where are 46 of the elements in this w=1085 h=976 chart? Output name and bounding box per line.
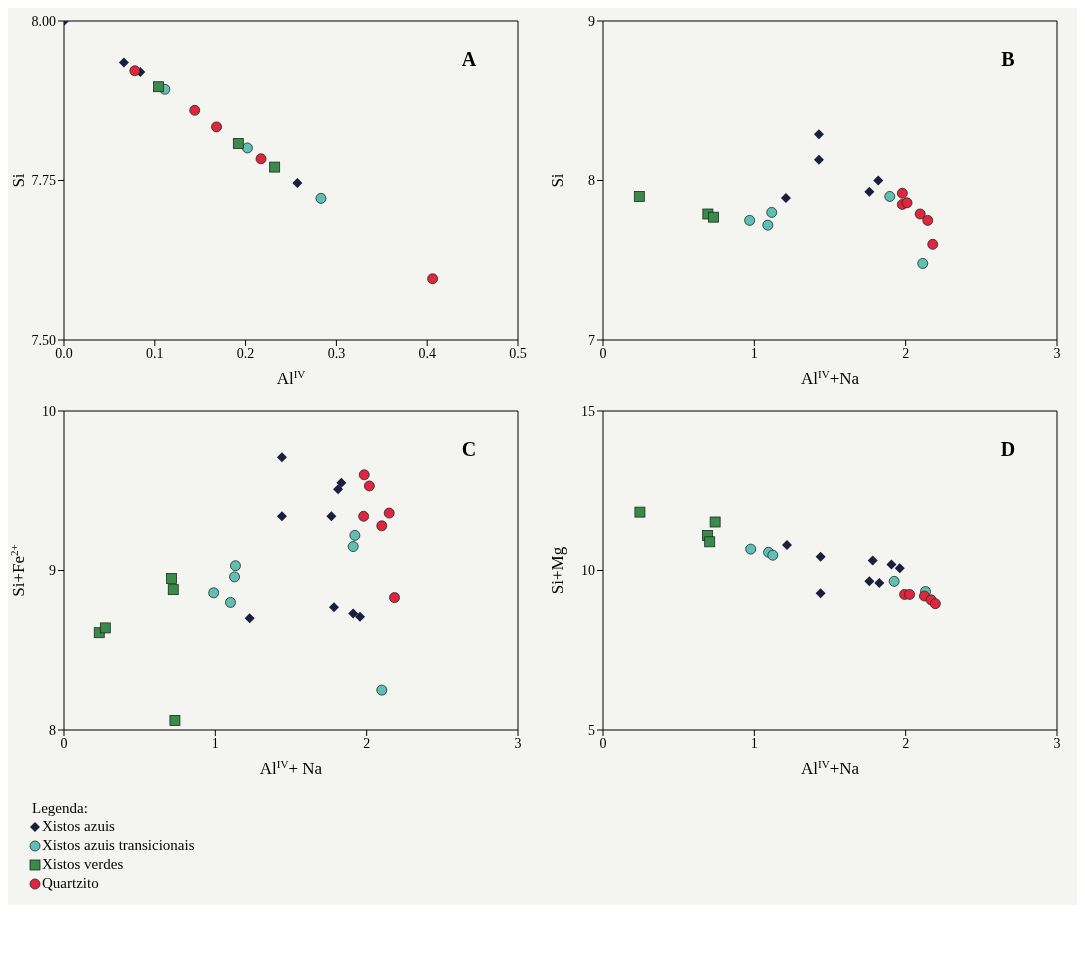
x-tick-label: 0.5 [509,345,527,361]
x-tick-label: 1 [211,735,219,751]
legend-label: Xistos azuis transicionais [42,837,195,853]
x-axis-title: Al$^{IV}$ [276,368,306,388]
legend-title: Legenda: [32,800,88,816]
y-axis-title: Si+Mg [548,546,567,595]
x-tick-label: 2 [902,345,910,361]
y-tick-label: 10 [42,403,56,419]
text: D [1000,438,1016,460]
y-tick-label: 9 [588,13,595,29]
y-tick-label: 8 [588,173,595,189]
y-tick-label: 5 [588,722,595,738]
x-tick-label: 0 [599,735,607,751]
y-tick-label: 7.50 [31,332,56,348]
text: C [461,438,477,460]
legend-label: Quartzito [42,875,99,891]
x-tick-label: 3 [1053,735,1061,751]
x-axis-title: Al$^{IV}$+ Na [259,758,323,778]
y-tick-label: 10 [581,563,595,579]
x-tick-label: 3 [1053,345,1061,361]
x-tick-label: 0.3 [327,345,346,361]
x-tick-label: 3 [514,735,522,751]
legend-label: Xistos azuis [42,818,115,834]
x-tick-label: 1 [750,735,758,751]
text: B [1001,48,1015,70]
x-tick-label: 0 [60,735,68,751]
x-tick-label: 2 [363,735,371,751]
y-tick-label: 15 [581,403,595,419]
y-axis-title: Si [548,173,567,188]
x-tick-label: 1 [750,345,758,361]
y-tick-label: 7 [588,332,595,348]
y-tick-label: 8 [49,722,56,738]
y-tick-label: 8.00 [31,13,56,29]
text: A [461,48,477,70]
x-tick-label: 0.4 [418,345,436,361]
x-tick-label: 0.2 [236,345,255,361]
y-tick-label: 9 [49,563,56,579]
x-tick-label: 0 [599,345,607,361]
x-tick-label: 0.1 [146,345,164,361]
x-axis-title: Al$^{IV}$+Na [800,758,860,778]
x-tick-label: 2 [902,735,910,751]
x-tick-label: 0.0 [55,345,73,361]
y-tick-label: 7.75 [31,173,56,189]
x-axis-title: Al$^{IV}$+Na [800,368,860,388]
y-axis-title: Si [9,173,28,188]
legend-label: Xistos verdes [42,856,124,872]
